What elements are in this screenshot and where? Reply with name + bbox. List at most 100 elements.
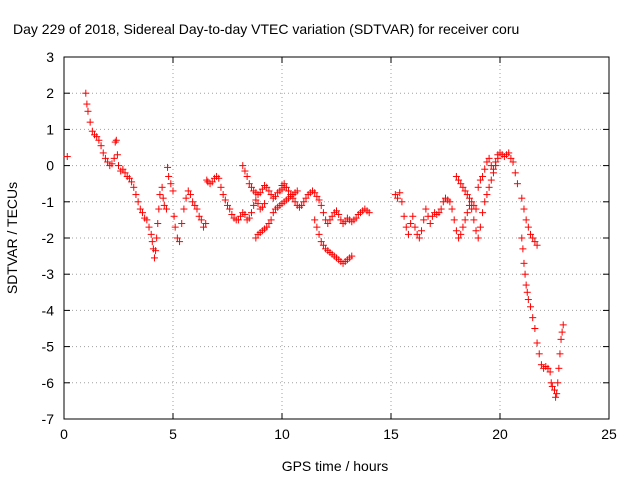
data-point xyxy=(461,216,469,224)
data-point xyxy=(258,185,266,193)
data-point xyxy=(113,151,121,159)
data-point xyxy=(472,227,480,235)
data-point xyxy=(520,259,528,267)
data-point xyxy=(289,194,297,202)
data-point xyxy=(250,201,258,209)
data-point xyxy=(319,241,327,249)
data-point xyxy=(555,364,563,372)
data-point xyxy=(437,205,445,213)
data-point xyxy=(132,191,140,199)
data-point xyxy=(130,183,138,191)
data-point xyxy=(104,158,112,166)
data-point xyxy=(164,163,172,171)
data-point xyxy=(439,198,447,206)
data-point xyxy=(556,350,564,358)
data-point xyxy=(452,227,460,235)
data-point xyxy=(415,234,423,242)
data-point xyxy=(446,198,454,206)
data-point xyxy=(481,198,489,206)
data-point xyxy=(101,154,109,162)
y-axis-label: SDTVAR / TECUs xyxy=(4,182,20,294)
data-point xyxy=(219,191,227,199)
data-point xyxy=(83,100,91,108)
data-point xyxy=(402,223,410,231)
y-tick-label: -6 xyxy=(42,375,55,391)
data-point xyxy=(93,133,101,141)
data-point xyxy=(394,194,402,202)
data-point xyxy=(459,223,467,231)
data-point xyxy=(407,220,415,228)
data-point xyxy=(324,220,332,228)
data-point xyxy=(483,191,491,199)
data-point xyxy=(169,187,177,195)
data-point xyxy=(110,154,118,162)
data-point xyxy=(234,216,242,224)
data-point xyxy=(459,183,467,191)
data-point xyxy=(558,328,566,336)
data-point xyxy=(215,174,223,182)
data-point xyxy=(548,382,556,390)
chart-title: Day 229 of 2018, Sidereal Day-to-day VTE… xyxy=(13,21,519,37)
data-point xyxy=(457,230,465,238)
data-point xyxy=(472,205,480,213)
data-point xyxy=(483,158,491,166)
data-point xyxy=(465,194,473,202)
data-point xyxy=(411,223,419,231)
data-point xyxy=(88,127,96,135)
data-point xyxy=(311,216,319,224)
y-tick-label: -4 xyxy=(42,302,55,318)
data-point xyxy=(537,361,545,369)
data-point xyxy=(518,194,526,202)
data-point xyxy=(527,303,535,311)
data-point xyxy=(84,107,92,115)
data-point xyxy=(241,210,249,218)
data-point xyxy=(298,201,306,209)
data-point xyxy=(293,187,301,195)
y-tick-label: 3 xyxy=(46,49,54,65)
data-point xyxy=(513,180,521,188)
data-point xyxy=(317,201,325,209)
data-point xyxy=(554,379,562,387)
y-tick-label: 1 xyxy=(46,121,54,137)
data-point xyxy=(519,245,527,253)
data-point xyxy=(337,216,345,224)
data-point xyxy=(195,212,203,220)
data-point xyxy=(522,216,530,224)
data-point xyxy=(150,254,158,262)
y-tick-label: 2 xyxy=(46,85,54,101)
data-point xyxy=(189,198,197,206)
data-point xyxy=(254,200,262,208)
data-point xyxy=(492,158,500,166)
data-point xyxy=(507,154,515,162)
data-point xyxy=(143,216,151,224)
data-point xyxy=(479,209,487,217)
data-point xyxy=(544,364,552,372)
data-point xyxy=(457,180,465,188)
data-point xyxy=(202,220,210,228)
data-point xyxy=(287,191,295,199)
data-point xyxy=(291,198,299,206)
data-point xyxy=(170,212,178,220)
data-point xyxy=(450,216,458,224)
data-point xyxy=(489,165,497,173)
data-point xyxy=(404,230,412,238)
data-point xyxy=(426,220,434,228)
data-point xyxy=(518,234,526,242)
data-point xyxy=(313,192,321,200)
data-point xyxy=(136,205,144,213)
data-point xyxy=(162,205,170,213)
data-point xyxy=(422,205,430,213)
data-point xyxy=(300,198,308,206)
data-point xyxy=(280,180,288,188)
data-point xyxy=(112,136,120,144)
data-point xyxy=(557,335,565,343)
data-point xyxy=(529,234,537,242)
data-point xyxy=(553,390,561,398)
data-point xyxy=(470,216,478,224)
data-point xyxy=(282,183,290,191)
data-point xyxy=(228,210,236,218)
data-point xyxy=(413,230,421,238)
data-point xyxy=(167,180,175,188)
data-point xyxy=(551,386,558,394)
data-point xyxy=(193,205,201,213)
